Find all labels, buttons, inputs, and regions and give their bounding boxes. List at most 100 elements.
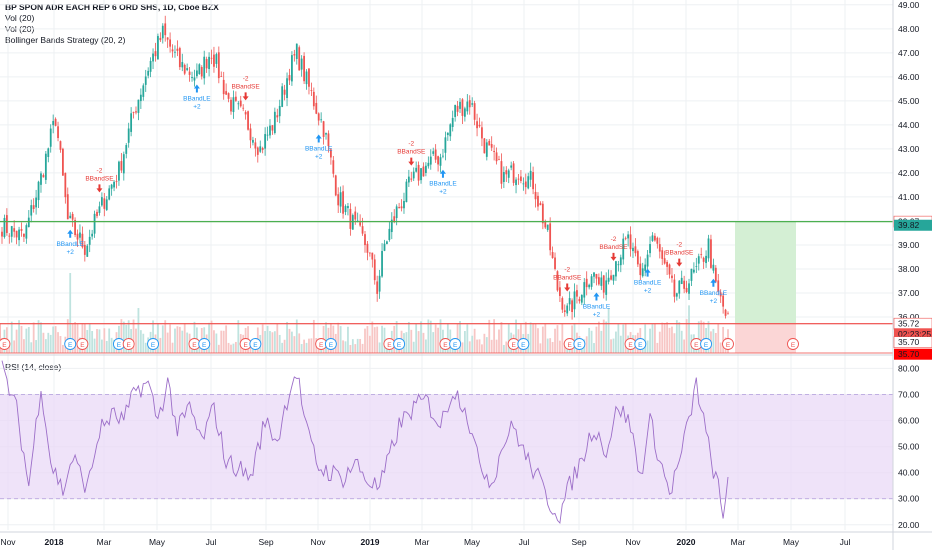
volume-bar [551,341,554,353]
volume-bar [422,332,425,353]
earnings-marker-icon [634,338,647,350]
long-signal-arrow [593,292,600,301]
candle-body [683,280,686,289]
long-signal-qty: +2 [710,298,718,305]
earnings-marker-label: E [319,342,324,349]
earnings-marker-label: E [704,342,709,349]
volume-bar [405,332,408,353]
volume-bar [471,335,474,353]
price-badge [894,348,932,360]
earnings-marker-label: E [638,342,643,349]
candle-body [641,268,644,277]
volume-bar [283,339,286,353]
time-tick-label: May [464,537,481,547]
candle-body [368,252,371,254]
volume-bar [466,324,469,353]
candle-body [120,161,123,171]
volume-bar [276,324,279,353]
volume-bar [30,342,33,353]
candle-body [300,58,303,70]
earnings-marker-label: E [117,342,122,349]
volume-bar [329,323,332,353]
candle-body [32,205,35,210]
candle-body [303,55,305,82]
volume-bar [208,322,210,353]
earnings-marker-icon [449,338,462,350]
short-signal-arrow [242,92,249,101]
candle-body [161,25,164,39]
volume-bar [605,321,608,353]
candle-body [13,228,16,232]
candle-body [15,230,18,238]
earnings-marker-icon [517,338,530,350]
volume-bar [371,321,374,353]
volume-bar [425,339,427,353]
candle-body [381,250,383,277]
candle-body [417,164,420,181]
candle-body [3,217,6,238]
indicator-vol-1[interactable]: Vol (20) [5,13,35,23]
candle-body [478,124,481,127]
volume-bar [135,328,137,353]
candle-body [142,85,145,97]
candle-body [546,224,549,230]
volume-bar [685,319,688,353]
volume-bar [164,320,167,353]
volume-bar [364,328,366,353]
volume-bar [220,330,223,353]
candle-body [373,259,376,281]
volume-bar [722,326,725,353]
volume-bar [232,343,235,353]
candle-body [69,215,72,219]
volume-bar [602,319,605,353]
volume-bar [20,325,23,353]
indicator-bollinger-strategy[interactable]: Bollinger Bands Strategy (20, 2) [5,35,126,45]
time-tick-label: Sep [258,537,273,547]
volume-bar [193,321,196,353]
earnings-marker-label: E [726,342,731,349]
candle-body [675,293,678,297]
price-badge [894,328,932,340]
candle-body [30,205,33,216]
short-signal-arrow [610,252,617,261]
candle-body [461,99,464,116]
candle-body [113,181,115,188]
volume-bar [651,323,654,353]
candle-body [354,211,357,220]
candle-body [91,233,94,237]
volume-bar [439,319,442,353]
volume-bar [373,327,376,353]
candle-body [658,244,661,252]
short-signal-qty: -2 [676,242,682,249]
symbol-title[interactable]: BP SPON ADR EACH REP 6 ORD SHS, 1D, Cboe… [5,2,219,12]
volume-bar [666,322,668,353]
long-signal-qty: +2 [67,249,75,256]
candle-body [247,111,249,130]
volume-bar [13,340,16,353]
long-signal-arrow [67,229,74,238]
volume-bar [161,325,164,353]
volume-bar [40,322,42,353]
candle-body [176,48,179,51]
candle-body [334,175,337,196]
candle-body [291,55,293,82]
time-tick-label: Sep [571,537,586,547]
volume-bar [308,338,310,353]
rsi-indicator-label[interactable]: RSI (14, close) [5,362,62,372]
volume-bar [176,326,179,353]
price-badge-label: 35.72 [898,319,920,329]
candle-body [271,125,274,131]
rsi-legend[interactable]: RSI (14, close) [5,362,61,373]
volume-bar [407,321,410,353]
candle-body [425,165,427,173]
candle-body [308,68,310,87]
volume-bar [286,321,288,353]
volume-bar [459,321,461,353]
candle-body [37,181,40,201]
candle-body [269,125,271,136]
candle-body [147,70,150,76]
short-signal-label: BBandSE [397,149,426,156]
long-signal-label: BBandLE [583,304,611,311]
